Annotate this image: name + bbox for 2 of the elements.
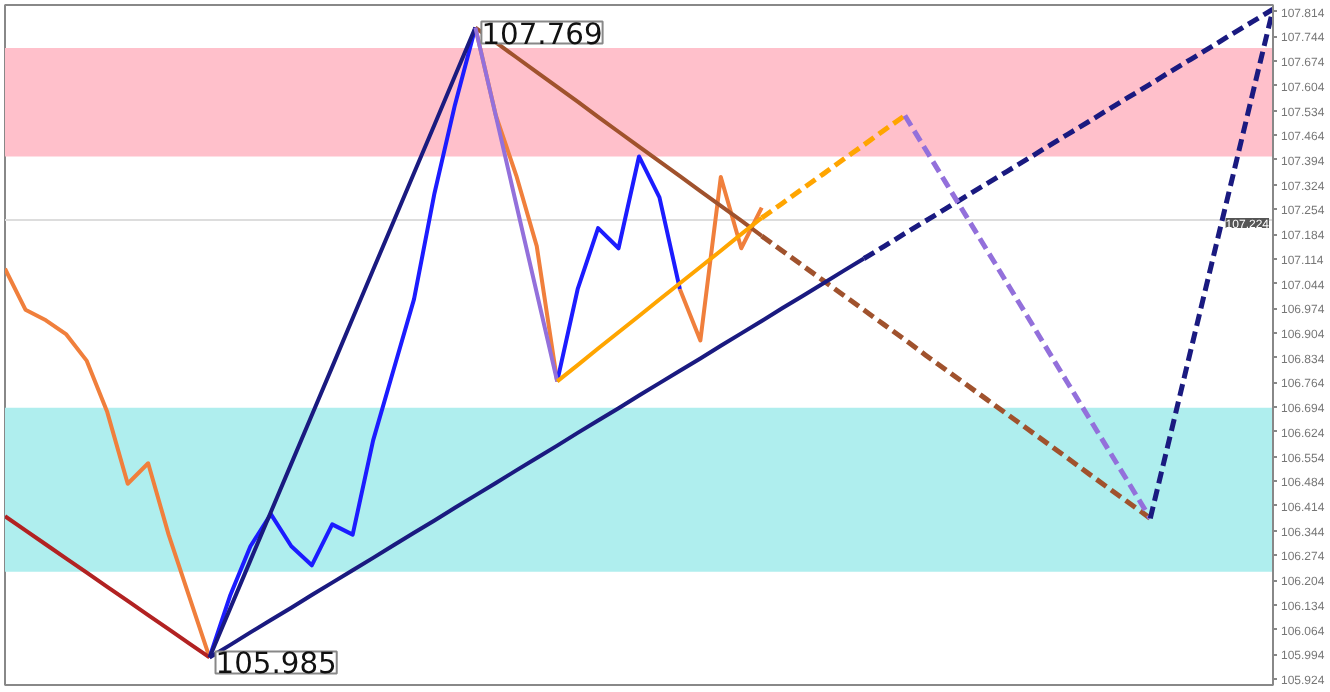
annotation: 105.985 [215, 647, 337, 682]
annotation: 107.769 [481, 17, 603, 52]
